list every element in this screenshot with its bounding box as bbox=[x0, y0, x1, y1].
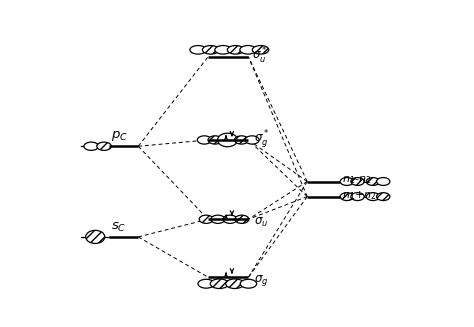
Text: $n_1$+$n_2$: $n_1$+$n_2$ bbox=[342, 189, 377, 202]
Ellipse shape bbox=[211, 215, 225, 223]
Text: $\sigma_g^*$: $\sigma_g^*$ bbox=[254, 128, 270, 150]
Ellipse shape bbox=[340, 193, 354, 200]
Ellipse shape bbox=[208, 136, 222, 144]
Ellipse shape bbox=[235, 215, 249, 223]
Ellipse shape bbox=[190, 45, 206, 54]
Text: $n_1$-$n_2$: $n_1$-$n_2$ bbox=[342, 174, 372, 186]
Ellipse shape bbox=[366, 178, 380, 185]
Ellipse shape bbox=[197, 136, 211, 144]
Ellipse shape bbox=[240, 45, 256, 54]
Text: $\sigma_u$: $\sigma_u$ bbox=[254, 216, 268, 229]
Ellipse shape bbox=[366, 193, 380, 200]
Ellipse shape bbox=[245, 136, 259, 144]
Ellipse shape bbox=[228, 45, 244, 54]
Ellipse shape bbox=[223, 215, 237, 223]
Text: $\sigma_g$: $\sigma_g$ bbox=[254, 273, 268, 288]
Ellipse shape bbox=[202, 45, 219, 54]
Ellipse shape bbox=[235, 136, 248, 144]
Ellipse shape bbox=[199, 215, 213, 223]
Text: $s_C$: $s_C$ bbox=[110, 221, 126, 234]
Ellipse shape bbox=[240, 279, 256, 288]
Text: $p_C$: $p_C$ bbox=[110, 129, 128, 143]
Ellipse shape bbox=[210, 279, 228, 288]
Ellipse shape bbox=[198, 279, 214, 288]
Ellipse shape bbox=[376, 178, 390, 185]
Circle shape bbox=[86, 230, 105, 243]
Ellipse shape bbox=[97, 142, 111, 150]
Ellipse shape bbox=[252, 45, 269, 54]
Ellipse shape bbox=[84, 142, 99, 150]
Ellipse shape bbox=[351, 178, 364, 185]
Ellipse shape bbox=[351, 193, 364, 200]
Text: $\sigma_u^*$: $\sigma_u^*$ bbox=[252, 45, 268, 66]
Ellipse shape bbox=[215, 45, 231, 54]
Ellipse shape bbox=[340, 178, 354, 185]
Ellipse shape bbox=[226, 279, 244, 288]
Circle shape bbox=[218, 133, 237, 147]
Ellipse shape bbox=[376, 193, 390, 200]
